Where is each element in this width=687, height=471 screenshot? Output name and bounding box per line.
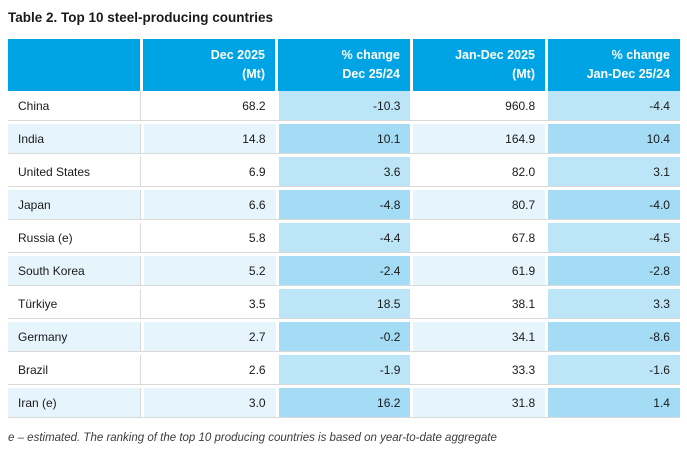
- table-row: Brazil 2.6 -1.9 33.3 -1.6: [8, 355, 680, 385]
- value-cell: 6.9: [143, 157, 276, 186]
- table-body: China 68.2 -10.3 960.8 -4.4 India 14.8 10.1 164.…: [8, 91, 680, 418]
- header-cell-dec-pct: % change Dec 25/24: [278, 39, 410, 91]
- value-cell: -2.4: [278, 256, 411, 285]
- steel-table: Dec 2025 (Mt) % change Dec 25/24 Jan-Dec…: [8, 39, 680, 418]
- value-cell: -0.2: [278, 322, 411, 351]
- value-cell: 3.5: [143, 289, 276, 318]
- header-line: Jan-Dec 25/24: [586, 67, 670, 81]
- value-cell: 2.6: [143, 355, 276, 384]
- value-cell: -4.5: [548, 223, 680, 252]
- value-cell: 16.2: [278, 388, 411, 417]
- table-row: Türkiye 3.5 18.5 38.1 3.3: [8, 289, 680, 319]
- table-row: Germany 2.7 -0.2 34.1 -8.6: [8, 322, 680, 352]
- country-cell: Brazil: [8, 355, 141, 384]
- value-cell: -4.4: [278, 223, 411, 252]
- page-title: Table 2. Top 10 steel-producing countrie…: [8, 10, 274, 25]
- value-cell: 5.8: [143, 223, 276, 252]
- country-cell: Türkiye: [8, 289, 141, 318]
- value-cell: 3.0: [143, 388, 276, 417]
- value-cell: 38.1: [413, 289, 546, 318]
- value-cell: 3.3: [548, 289, 680, 318]
- value-cell: 5.2: [143, 256, 276, 285]
- value-cell: 6.6: [143, 190, 276, 219]
- value-cell: -1.9: [278, 355, 411, 384]
- country-cell: South Korea: [8, 256, 141, 285]
- header-line: (Mt): [512, 67, 535, 81]
- country-cell: China: [8, 91, 141, 120]
- value-cell: 3.1: [548, 157, 680, 186]
- table-row: South Korea 5.2 -2.4 61.9 -2.8: [8, 256, 680, 286]
- value-cell: 1.4: [548, 388, 680, 417]
- header-cell-year-pct: % change Jan-Dec 25/24: [548, 39, 680, 91]
- value-cell: 34.1: [413, 322, 546, 351]
- country-cell: Japan: [8, 190, 141, 219]
- value-cell: -2.8: [548, 256, 680, 285]
- header-line: % change: [611, 48, 670, 62]
- value-cell: -4.8: [278, 190, 411, 219]
- value-cell: 3.6: [278, 157, 411, 186]
- table-row: United States 6.9 3.6 82.0 3.1: [8, 157, 680, 187]
- header-line: Jan-Dec 2025: [455, 48, 535, 62]
- value-cell: 82.0: [413, 157, 546, 186]
- header-cell-year-mt: Jan-Dec 2025 (Mt): [413, 39, 545, 91]
- table-row: Iran (e) 3.0 16.2 31.8 1.4: [8, 388, 680, 418]
- table-row: Russia (e) 5.8 -4.4 67.8 -4.5: [8, 223, 680, 253]
- value-cell: 67.8: [413, 223, 546, 252]
- header-line: Dec 25/24: [342, 67, 400, 81]
- value-cell: -1.6: [548, 355, 680, 384]
- country-cell: India: [8, 124, 141, 153]
- country-cell: Iran (e): [8, 388, 141, 417]
- header-line: % change: [341, 48, 400, 62]
- table-row: Japan 6.6 -4.8 80.7 -4.0: [8, 190, 680, 220]
- value-cell: 68.2: [143, 91, 276, 120]
- header-cell-dec-mt: Dec 2025 (Mt): [143, 39, 275, 91]
- value-cell: 61.9: [413, 256, 546, 285]
- table-row: India 14.8 10.1 164.9 10.4: [8, 124, 680, 154]
- value-cell: 31.8: [413, 388, 546, 417]
- value-cell: 18.5: [278, 289, 411, 318]
- value-cell: -4.4: [548, 91, 680, 120]
- table-header-row: Dec 2025 (Mt) % change Dec 25/24 Jan-Dec…: [8, 39, 680, 91]
- value-cell: -8.6: [548, 322, 680, 351]
- value-cell: 2.7: [143, 322, 276, 351]
- country-cell: United States: [8, 157, 141, 186]
- page: Table 2. Top 10 steel-producing countrie…: [8, 10, 680, 444]
- value-cell: 164.9: [413, 124, 546, 153]
- footnote: e – estimated. The ranking of the top 10…: [8, 432, 497, 444]
- value-cell: 33.3: [413, 355, 546, 384]
- value-cell: -4.0: [548, 190, 680, 219]
- value-cell: -10.3: [278, 91, 411, 120]
- value-cell: 80.7: [413, 190, 546, 219]
- country-cell: Germany: [8, 322, 141, 351]
- table-row: China 68.2 -10.3 960.8 -4.4: [8, 91, 680, 121]
- header-line: Dec 2025: [210, 48, 265, 62]
- value-cell: 10.4: [548, 124, 680, 153]
- value-cell: 10.1: [278, 124, 411, 153]
- header-cell-country: [8, 39, 140, 91]
- country-cell: Russia (e): [8, 223, 141, 252]
- value-cell: 960.8: [413, 91, 546, 120]
- header-line: (Mt): [242, 67, 265, 81]
- value-cell: 14.8: [143, 124, 276, 153]
